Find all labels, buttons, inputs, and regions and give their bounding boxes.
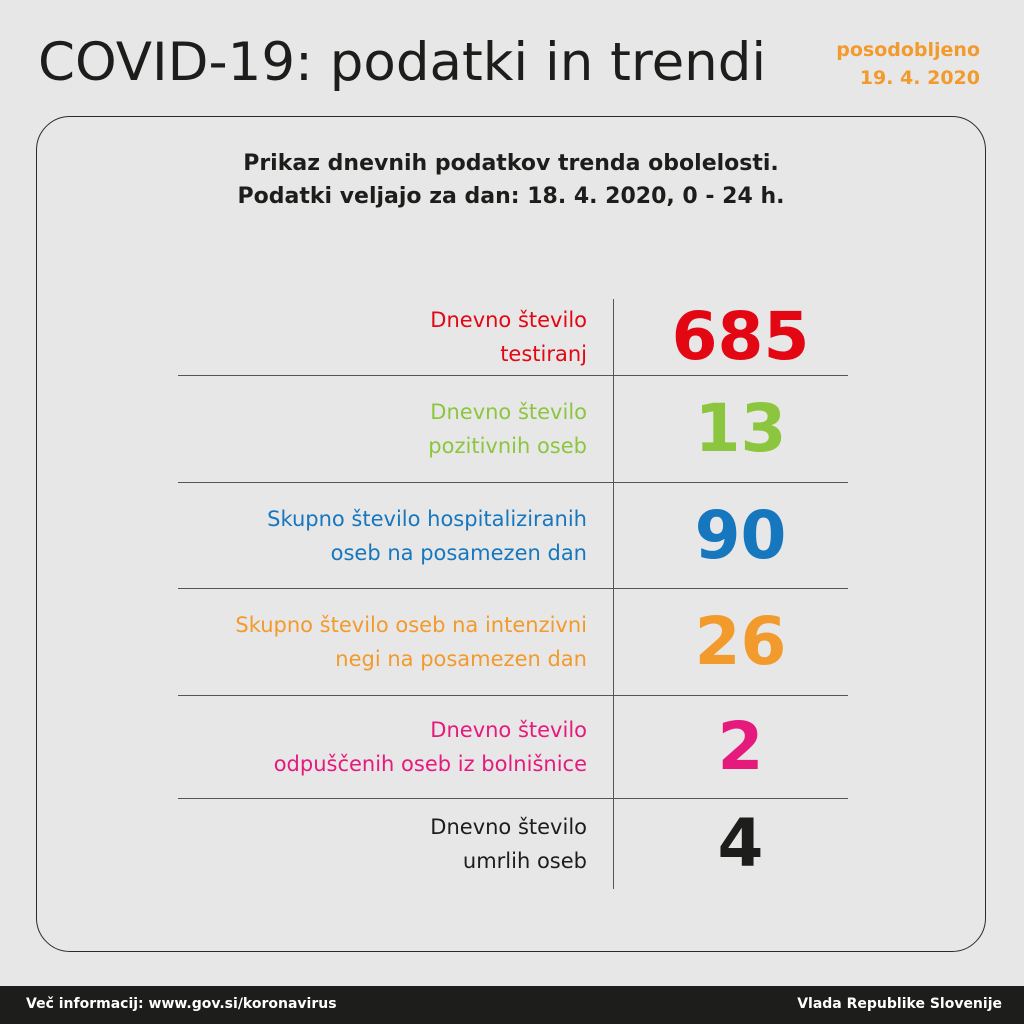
updated-label: posodobljeno (836, 39, 980, 61)
stat-value: 13 (694, 390, 787, 467)
stat-value: 26 (694, 603, 787, 680)
stat-row-discharged: Dnevno število odpuščenih oseb iz bolniš… (178, 696, 848, 799)
publisher-name: Vlada Republike Slovenije (797, 996, 1002, 1012)
stat-label: Skupno število hospitaliziranih oseb na … (267, 506, 587, 565)
stat-label: Skupno število oseb na intenzivni negi n… (235, 613, 587, 671)
stat-row-intensive-care: Skupno število oseb na intenzivni negi n… (178, 589, 848, 696)
stat-label: Dnevno število odpuščenih oseb iz bolniš… (273, 718, 587, 776)
card-subtitle: Prikaz dnevnih podatkov trenda obolelost… (37, 147, 985, 213)
stat-row-positive: Dnevno število pozitivnih oseb 13 (178, 376, 848, 483)
stat-value: 90 (694, 496, 787, 574)
updated-value: 19. 4. 2020 (859, 67, 980, 89)
footer-bar: Več informacij: www.gov.si/koronavirus V… (0, 986, 1024, 1024)
stats-card: Prikaz dnevnih podatkov trenda obolelost… (36, 116, 986, 952)
updated-date: posodobljeno 19. 4. 2020 (836, 36, 980, 92)
stat-row-deaths: Dnevno število umrlih oseb 4 (178, 799, 848, 889)
stat-row-hospitalized: Skupno število hospitaliziranih oseb na … (178, 483, 848, 589)
page-title: COVID-19: podatki in trendi (38, 32, 767, 93)
stat-value: 685 (671, 298, 810, 375)
stats-table: Dnevno število testiranj 685 Dnevno štev… (178, 298, 848, 889)
stat-label: Dnevno število umrlih oseb (430, 815, 587, 873)
subtitle-line-2: Podatki veljajo za dan: 18. 4. 2020, 0 -… (237, 184, 785, 209)
stat-label: Dnevno število pozitivnih oseb (428, 400, 587, 458)
stat-label: Dnevno število testiranj (430, 308, 587, 366)
column-divider (613, 299, 614, 889)
stat-row-tests: Dnevno število testiranj 685 (178, 298, 848, 376)
stat-value: 4 (717, 805, 764, 882)
more-info-link[interactable]: Več informacij: www.gov.si/koronavirus (26, 996, 337, 1012)
stat-value: 2 (717, 708, 764, 785)
subtitle-line-1: Prikaz dnevnih podatkov trenda obolelost… (243, 151, 779, 176)
